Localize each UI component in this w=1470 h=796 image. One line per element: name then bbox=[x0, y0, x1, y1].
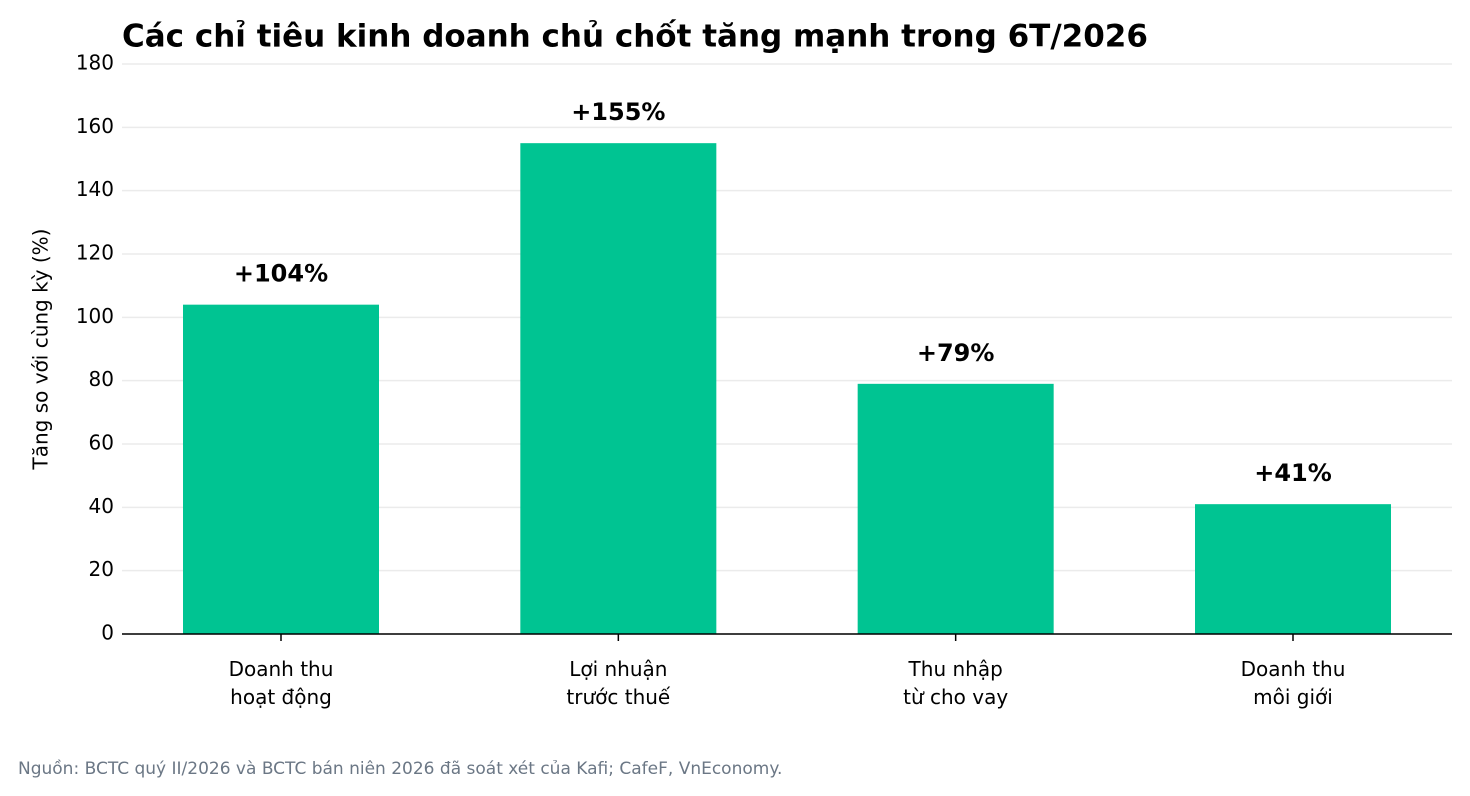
y-tick-label: 40 bbox=[89, 494, 114, 518]
x-tick-label: Lợi nhuận trước thuế bbox=[566, 657, 671, 709]
x-tick-label: Thu nhập từ cho vay bbox=[903, 657, 1008, 709]
y-tick-label: 20 bbox=[89, 557, 114, 581]
value-label: +79% bbox=[917, 339, 995, 367]
value-label: +104% bbox=[234, 260, 328, 288]
value-label: +155% bbox=[571, 98, 665, 126]
bar bbox=[1195, 504, 1391, 634]
y-tick-label: 120 bbox=[76, 241, 114, 265]
chart-title: Các chỉ tiêu kinh doanh chủ chốt tăng mạ… bbox=[122, 19, 1148, 55]
bar bbox=[520, 143, 717, 634]
bar bbox=[857, 383, 1054, 634]
x-tick-label: Doanh thu môi giới bbox=[1241, 657, 1346, 709]
y-tick-label: 0 bbox=[101, 621, 114, 645]
y-tick-label: 180 bbox=[76, 51, 114, 75]
y-tick-label: 160 bbox=[76, 114, 114, 138]
y-tick-label: 80 bbox=[89, 367, 114, 391]
source-note: Nguồn: BCTC quý II/2026 và BCTC bán niên… bbox=[18, 758, 782, 779]
bar bbox=[183, 304, 379, 634]
y-tick-label: 140 bbox=[76, 177, 114, 201]
value-label: +41% bbox=[1254, 459, 1332, 487]
y-tick-label: 60 bbox=[89, 431, 114, 455]
y-axis-label: Tăng so với cùng kỳ (%) bbox=[29, 229, 53, 471]
y-tick-label: 100 bbox=[76, 304, 114, 328]
x-tick-label: Doanh thu hoạt động bbox=[229, 657, 334, 709]
